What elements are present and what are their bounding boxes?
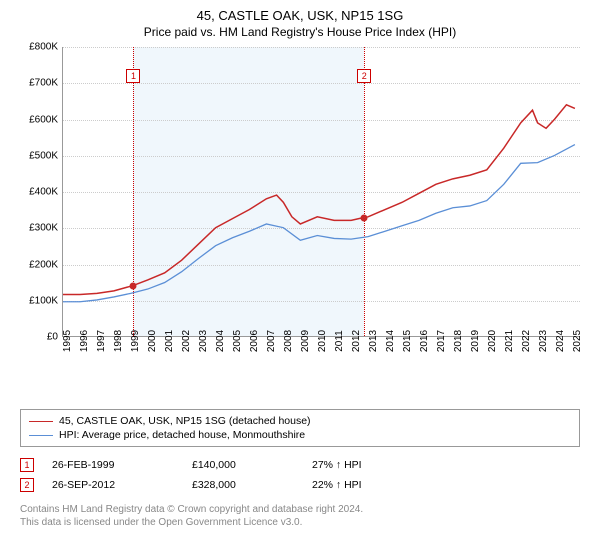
legend-row: HPI: Average price, detached house, Monm… xyxy=(29,428,571,442)
legend: 45, CASTLE OAK, USK, NP15 1SG (detached … xyxy=(20,409,580,447)
series-subject xyxy=(63,105,575,295)
sale-price: £140,000 xyxy=(192,459,312,471)
y-tick-label: £800K xyxy=(29,42,58,53)
legend-label: 45, CASTLE OAK, USK, NP15 1SG (detached … xyxy=(59,415,311,427)
legend-label: HPI: Average price, detached house, Monm… xyxy=(59,429,305,441)
sale-pct: 27% ↑ HPI xyxy=(312,459,580,471)
sale-date: 26-FEB-1999 xyxy=(52,459,192,471)
marker-dot xyxy=(361,215,368,222)
y-axis: £0£100K£200K£300K£400K£500K£600K£700K£80… xyxy=(20,47,62,337)
legend-swatch xyxy=(29,435,53,436)
x-axis: 1995199619971998199920002001200220032004… xyxy=(62,337,580,367)
sale-marker: 2 xyxy=(20,478,34,492)
y-tick-label: £700K xyxy=(29,78,58,89)
sales-table: 1 26-FEB-1999£140,00027% ↑ HPI 2 26-SEP-201… xyxy=(20,455,580,495)
sale-marker: 1 xyxy=(20,458,34,472)
plot-area: 12 xyxy=(62,47,580,337)
sale-pct: 22% ↑ HPI xyxy=(312,479,580,491)
marker-dot xyxy=(130,283,137,290)
y-tick-label: £0 xyxy=(47,332,58,343)
sale-date: 26-SEP-2012 xyxy=(52,479,192,491)
y-tick-label: £600K xyxy=(29,114,58,125)
legend-swatch xyxy=(29,421,53,422)
page-title: 45, CASTLE OAK, USK, NP15 1SG xyxy=(20,8,580,23)
page-subtitle: Price paid vs. HM Land Registry's House … xyxy=(20,25,580,39)
sale-row: 2 26-SEP-2012£328,00022% ↑ HPI xyxy=(20,475,580,495)
footer: Contains HM Land Registry data © Crown c… xyxy=(20,503,580,529)
y-tick-label: £300K xyxy=(29,223,58,234)
marker-box-1: 1 xyxy=(126,69,140,83)
y-tick-label: £400K xyxy=(29,187,58,198)
y-tick-label: £500K xyxy=(29,150,58,161)
chart-lines xyxy=(63,47,580,336)
sale-price: £328,000 xyxy=(192,479,312,491)
footer-line2: This data is licensed under the Open Gov… xyxy=(20,516,580,529)
price-chart: £0£100K£200K£300K£400K£500K£600K£700K£80… xyxy=(20,47,580,367)
marker-box-2: 2 xyxy=(357,69,371,83)
legend-row: 45, CASTLE OAK, USK, NP15 1SG (detached … xyxy=(29,414,571,428)
y-tick-label: £100K xyxy=(29,295,58,306)
sale-row: 1 26-FEB-1999£140,00027% ↑ HPI xyxy=(20,455,580,475)
footer-line1: Contains HM Land Registry data © Crown c… xyxy=(20,503,580,516)
series-hpi xyxy=(63,145,575,302)
y-tick-label: £200K xyxy=(29,259,58,270)
